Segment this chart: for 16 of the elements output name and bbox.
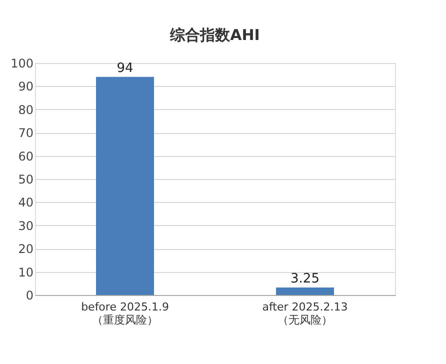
- data-label: 94: [116, 60, 134, 76]
- y-tick-label: 20: [18, 242, 34, 256]
- data-label: 3.25: [290, 271, 320, 286]
- y-tick-label: 60: [18, 149, 34, 164]
- y-tick-label: 30: [18, 218, 34, 233]
- y-tick-label: 10: [18, 265, 34, 280]
- y-tick-label: 40: [18, 196, 34, 210]
- y-tick-label: 80: [18, 102, 34, 117]
- y-tick-label: 70: [18, 126, 34, 140]
- y-tick-label: 90: [18, 80, 34, 94]
- x-tick-label: after 2025.2.13 （无风险）: [262, 300, 348, 326]
- y-tick-label: 0: [26, 288, 34, 302]
- y-tick-label: 100: [10, 56, 34, 70]
- x-tick-label: before 2025.1.9 （重度风险）: [81, 300, 169, 326]
- chart-title: 综合指数AHI: [169, 26, 260, 44]
- y-tick-label: 50: [18, 172, 34, 186]
